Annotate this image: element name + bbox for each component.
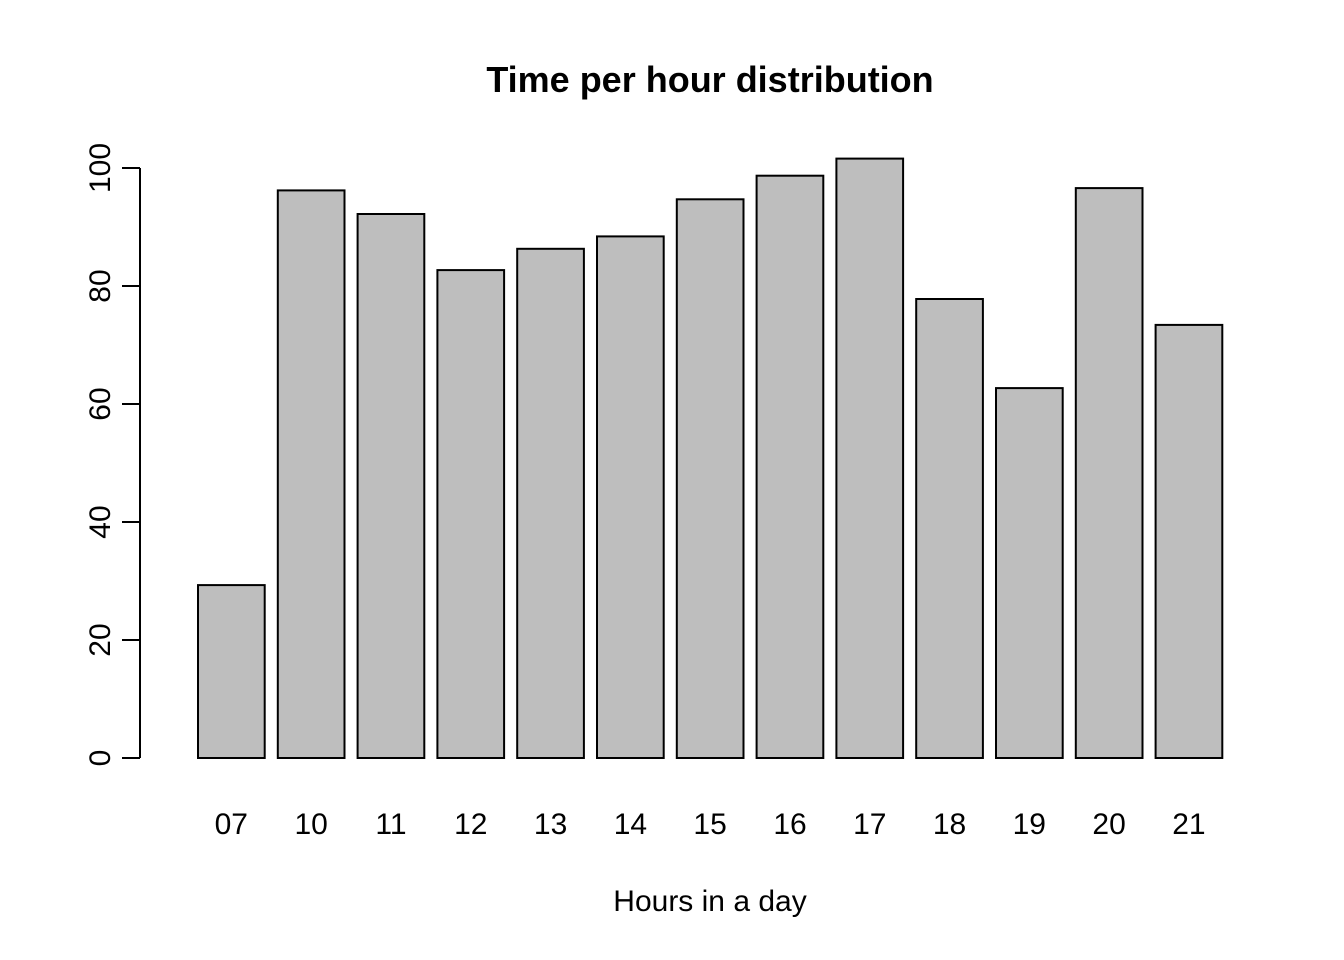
x-axis-label: Hours in a day <box>613 885 806 918</box>
y-tick-label: 20 <box>84 623 117 656</box>
bar-21 <box>1154 323 1224 759</box>
y-tick-label: 100 <box>84 143 117 193</box>
x-tick-label: 19 <box>1013 808 1046 841</box>
bar-20 <box>1074 187 1144 760</box>
y-tick-label: 40 <box>84 505 117 538</box>
x-tick-label: 17 <box>853 808 886 841</box>
x-tick-labels: 07 10 11 12 13 14 15 16 17 18 19 20 21 <box>215 808 1206 841</box>
bar-13 <box>516 247 585 760</box>
x-tick-label: 11 <box>375 808 406 841</box>
x-tick-label: 12 <box>454 808 487 841</box>
bar-18 <box>915 298 984 759</box>
bar-17 <box>835 157 905 760</box>
x-tick-label: 10 <box>295 808 328 841</box>
bar-07 <box>197 584 266 759</box>
x-tick-label: 20 <box>1092 808 1125 841</box>
bar-11 <box>356 213 426 759</box>
bar-15 <box>675 198 745 760</box>
bar-12 <box>436 269 506 759</box>
x-tick-label: 07 <box>215 808 248 841</box>
x-tick-label: 15 <box>693 808 726 841</box>
y-tick-label: 0 <box>84 750 117 767</box>
y-tick-label: 80 <box>84 269 117 302</box>
x-tick-label: 13 <box>534 808 567 841</box>
x-tick-label: 14 <box>614 808 647 841</box>
bar-14 <box>596 235 665 759</box>
y-axis: 0 20 40 60 80 100 <box>84 143 141 767</box>
bar-10 <box>276 189 346 759</box>
x-tick-label: 18 <box>933 808 966 841</box>
y-tick-label: 60 <box>84 387 117 420</box>
x-tick-label: 16 <box>773 808 806 841</box>
chart-title: Time per hour distribution <box>486 59 933 100</box>
bar-16 <box>755 174 825 759</box>
x-tick-label: 21 <box>1172 808 1205 841</box>
bars-group <box>197 157 1224 760</box>
bar-19 <box>995 387 1064 759</box>
